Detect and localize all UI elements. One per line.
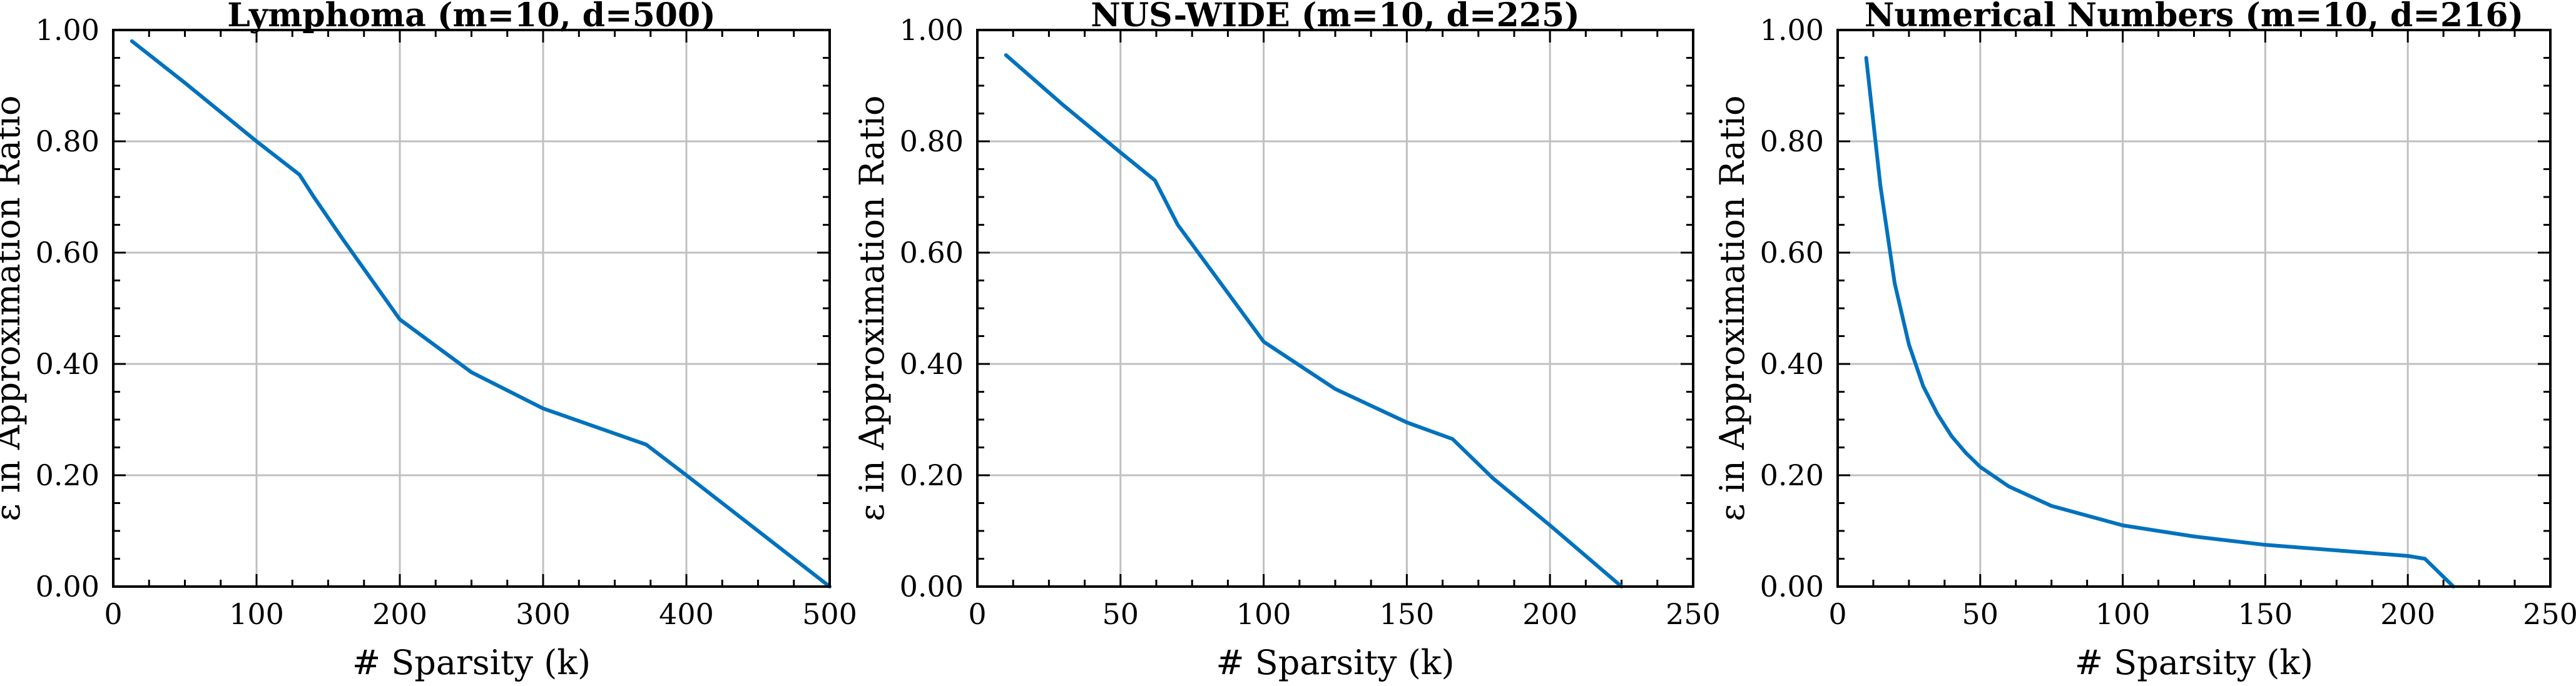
y-tick-label: 0.80 [36,124,99,158]
plot-frame [1836,29,2552,588]
x-tick-label: 250 [1666,597,1721,631]
x-tick-label: 200 [2380,597,2435,631]
x-tick-label: 100 [1236,597,1291,631]
y-tick-label: 0.20 [900,458,964,492]
y-tick-label: 1.00 [900,13,964,47]
x-axis-label: # Sparsity (k) [1216,643,1454,682]
x-axis-label: # Sparsity (k) [352,643,591,682]
y-axis-label: ε in Approximation Ratio [1713,96,1752,522]
y-tick-label: 0.40 [36,347,99,381]
x-tick-label: 0 [1828,597,1846,631]
x-tick-label: 100 [2095,597,2151,631]
x-tick-label: 200 [1522,597,1577,631]
y-tick-label: 1.00 [36,13,99,47]
y-tick-label: 0.40 [900,347,964,381]
y-tick-label: 0.80 [1760,124,1824,158]
plot-frame [976,29,1694,588]
x-tick-label: 200 [372,597,427,631]
y-tick-label: 0.20 [36,458,99,492]
x-tick-label: 150 [2237,597,2293,631]
x-tick-label: 0 [104,597,122,631]
y-tick-label: 0.60 [1760,236,1824,270]
x-tick-label: 500 [802,597,857,631]
x-tick-label: 400 [659,597,714,631]
y-tick-label: 0.00 [1760,570,1824,603]
x-tick-label: 0 [968,597,986,631]
y-tick-label: 0.00 [36,570,99,603]
x-tick-label: 300 [516,597,571,631]
y-tick-label: 0.20 [1760,458,1824,492]
chart-panel-3: 0 50 100 150 200 250 0.00 0.20 0.40 0.60 0.80 1.00 N… [1713,0,2576,682]
chart-title: Lymphoma (m=10, d=500) [227,0,715,34]
series-line [1864,56,2456,588]
x-tick-label: 250 [2523,597,2576,631]
plot-frame [112,29,831,588]
series-line [130,39,832,588]
x-tick-label: 100 [229,597,284,631]
y-tick-label: 0.60 [900,236,964,270]
chart-title: NUS-WIDE (m=10, d=225) [1091,0,1579,34]
x-tick-label: 150 [1379,597,1434,631]
x-axis-label: # Sparsity (k) [2075,643,2313,682]
y-tick-label: 0.60 [36,236,99,270]
y-tick-label: 0.00 [900,570,964,603]
y-tick-label: 0.80 [900,124,964,158]
series-line [1004,53,1624,588]
y-axis-label: ε in Approximation Ratio [852,96,892,522]
chart-panel-1: 0 100 200 300 400 500 0.00 0.20 0.40 0.60 0.80 1.00… [0,0,857,682]
chart-title: Numerical Numbers (m=10, d=216) [1865,0,2523,34]
chart-panel-2: 0 50 100 150 200 250 0.00 0.20 0.40 0.60 0.80 1.00 N… [852,0,1721,682]
x-tick-label: 50 [1102,597,1139,631]
x-tick-label: 50 [1962,597,1999,631]
y-axis-label: ε in Approximation Ratio [0,96,28,522]
y-tick-label: 0.40 [1760,347,1824,381]
y-tick-label: 1.00 [1760,13,1824,47]
